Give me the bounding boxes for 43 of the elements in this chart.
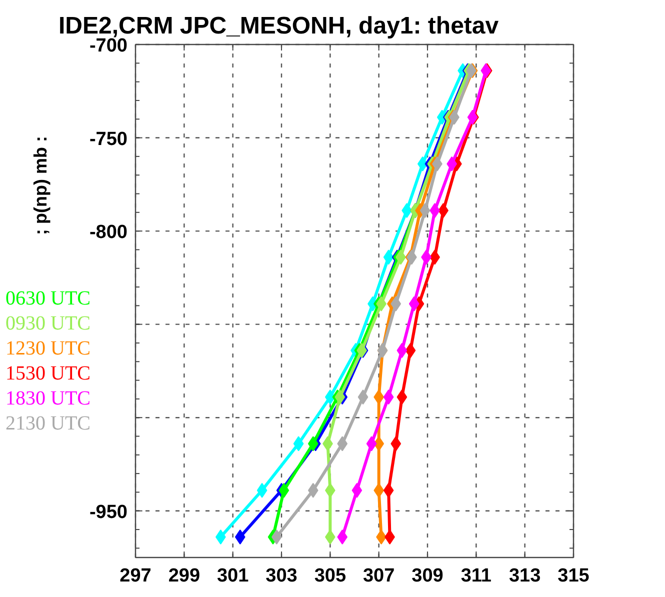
point: [358, 390, 368, 405]
point: [390, 296, 402, 312]
text: 1230 UTC: [6, 338, 90, 360]
text: 2130 UTC: [6, 412, 90, 434]
text: 0930 UTC: [6, 312, 90, 334]
chart-title: IDE2,CRM JPC_MESONH, day1: thetav: [58, 12, 500, 40]
x-tick-label: 299: [168, 566, 200, 586]
point: [334, 390, 346, 405]
x-tick-label: 309: [412, 566, 444, 586]
point: [352, 482, 362, 498]
point: [408, 296, 420, 312]
x-tick-label: 313: [508, 566, 541, 586]
y-tick-label: -800: [89, 222, 128, 244]
x-tick-label: 303: [266, 566, 298, 586]
point: [396, 390, 408, 405]
point: [420, 203, 430, 218]
point: [417, 156, 428, 172]
x-tick-label: 307: [362, 566, 395, 586]
point: [383, 482, 394, 498]
x-tick-label: 315: [558, 566, 590, 586]
text: 0630 UTC: [6, 288, 90, 310]
point: [383, 250, 394, 265]
point: [271, 529, 282, 544]
point: [256, 482, 268, 498]
point: [234, 529, 246, 544]
point: [383, 390, 394, 405]
y-tick-label: -950: [89, 502, 128, 523]
text: 1530 UTC: [6, 362, 90, 384]
point: [293, 436, 304, 452]
point: [308, 482, 318, 498]
y-tick-label: -750: [89, 128, 128, 150]
x-tick-label: 301: [216, 566, 250, 586]
text: 1830 UTC: [6, 388, 90, 410]
point: [390, 436, 402, 452]
x-tick-label: 297: [120, 566, 152, 586]
x-tick-label: 305: [314, 566, 346, 586]
y-axis-title: ; p(np) mb :: [30, 136, 50, 235]
point: [366, 436, 377, 452]
x-tick-label: 311: [460, 566, 492, 586]
point: [405, 342, 416, 358]
point: [308, 436, 318, 452]
point: [278, 482, 290, 498]
point: [396, 342, 408, 358]
